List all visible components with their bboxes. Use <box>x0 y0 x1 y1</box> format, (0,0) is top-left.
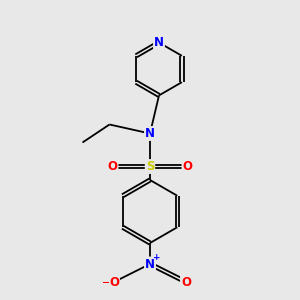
Text: −: − <box>102 278 110 287</box>
Text: S: S <box>146 160 154 173</box>
Text: O: O <box>109 275 119 289</box>
Text: O: O <box>182 160 193 173</box>
Text: +: + <box>153 253 160 262</box>
Text: N: N <box>145 257 155 271</box>
Text: O: O <box>181 275 191 289</box>
Text: O: O <box>107 160 118 173</box>
Text: N: N <box>154 36 164 49</box>
Text: N: N <box>145 127 155 140</box>
